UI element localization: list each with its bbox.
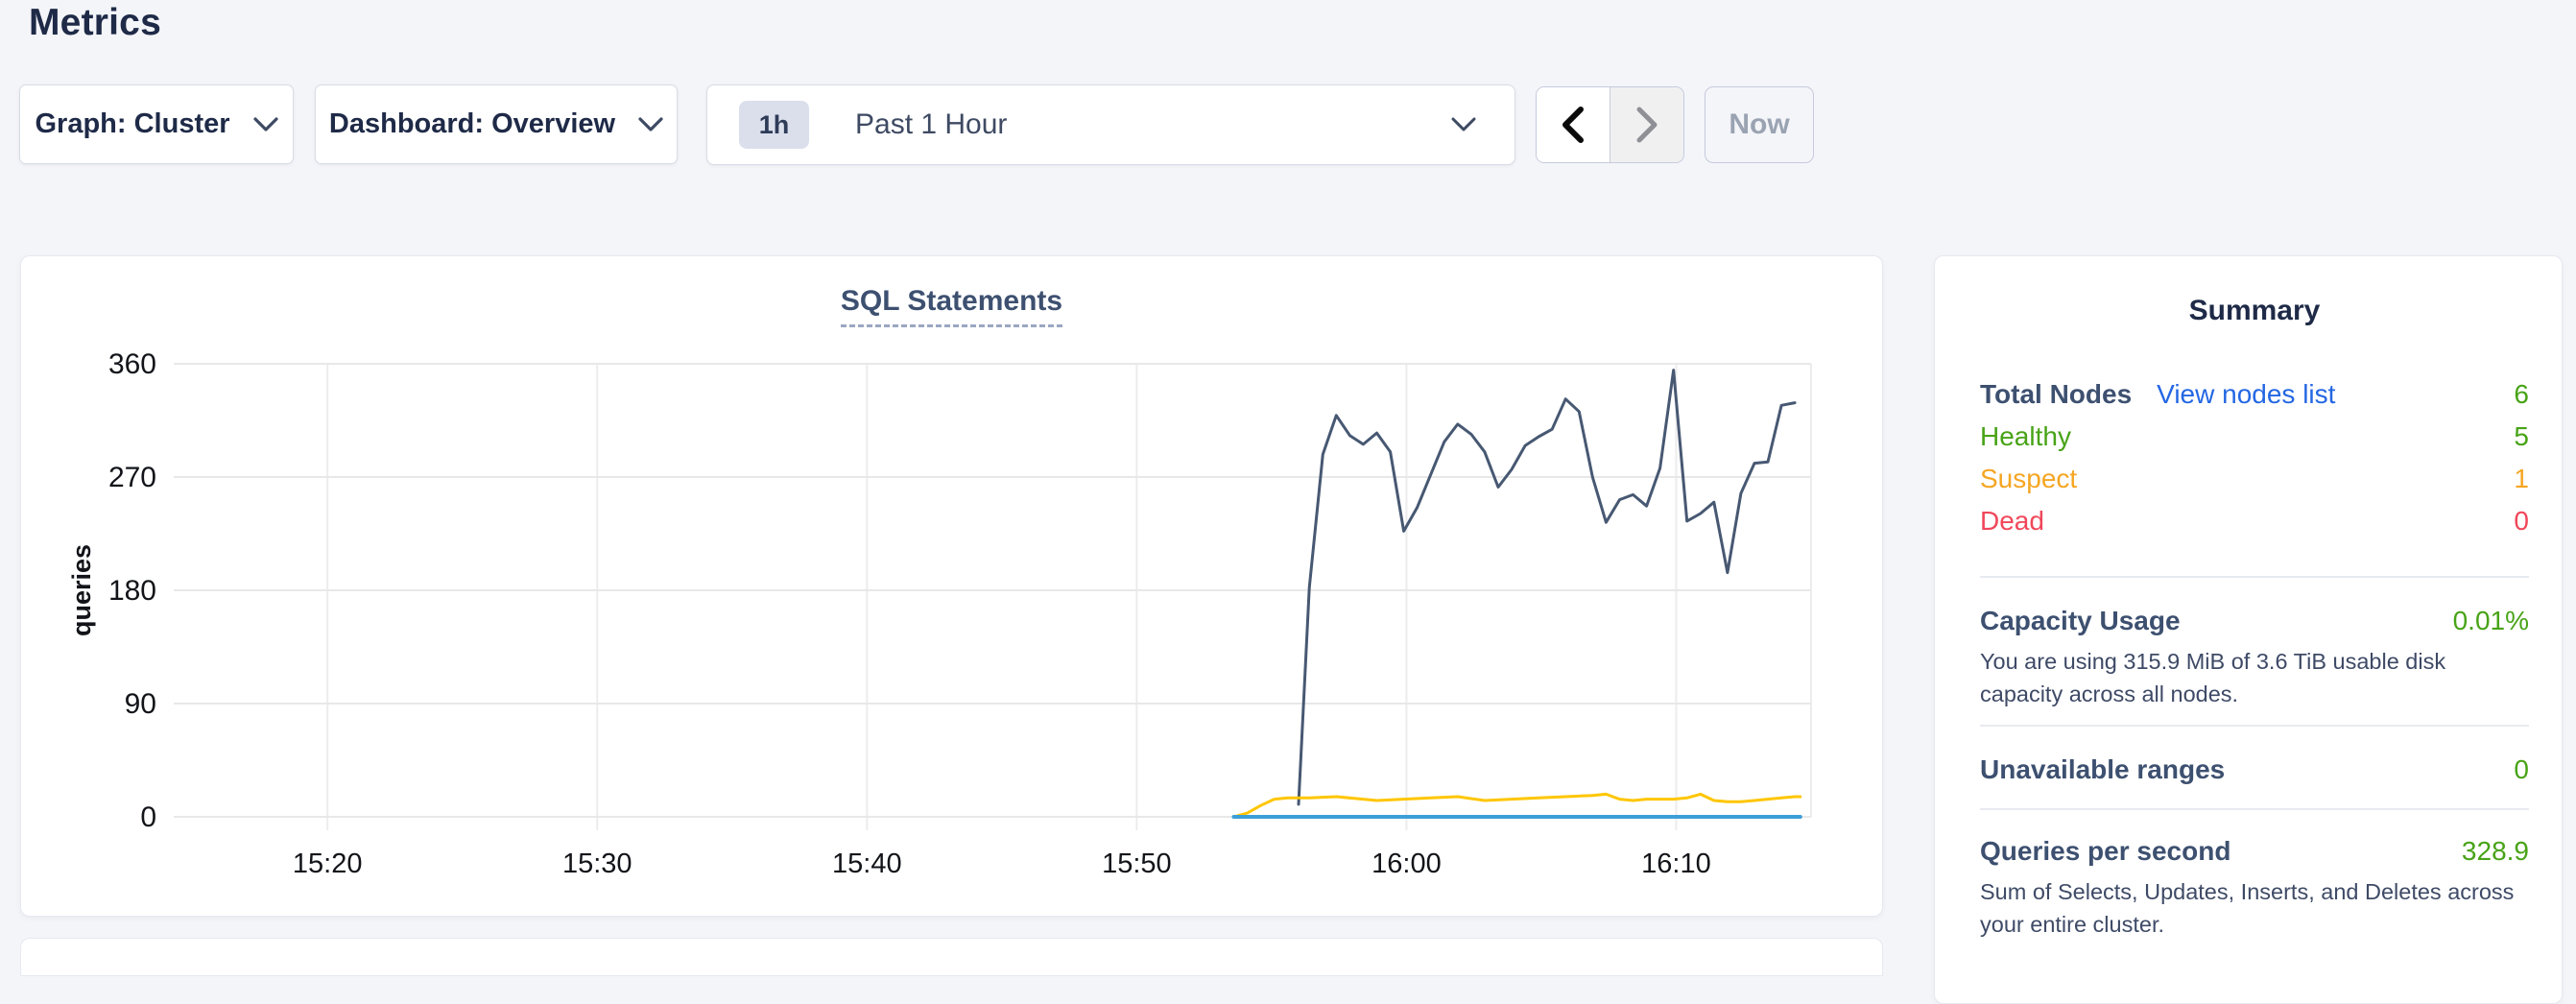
dashboard-dropdown-label: Dashboard: Overview <box>328 108 616 139</box>
dead-value: 0 <box>2514 506 2529 536</box>
chevron-right-icon <box>1636 107 1658 143</box>
view-nodes-list-link[interactable]: View nodes list <box>2157 379 2336 409</box>
svg-text:16:10: 16:10 <box>1641 849 1711 879</box>
chevron-down-icon <box>1451 117 1476 131</box>
time-range-picker[interactable]: 1h Past 1 Hour <box>706 84 1515 165</box>
node-status-rows: Total Nodes View nodes list 6 Healthy 5 … <box>1980 373 2529 542</box>
summary-panel: Summary Total Nodes View nodes list 6 He… <box>1934 255 2563 1004</box>
suspect-nodes-row: Suspect 1 <box>1980 458 2529 500</box>
time-pager <box>1536 86 1684 163</box>
svg-text:0: 0 <box>140 801 156 833</box>
time-back-button[interactable] <box>1537 87 1610 162</box>
time-shortcut-badge: 1h <box>739 101 809 149</box>
time-forward-button[interactable] <box>1610 87 1683 162</box>
suspect-value: 1 <box>2514 464 2529 493</box>
unavailable-ranges-label: Unavailable ranges <box>1980 754 2226 784</box>
capacity-usage-row: Capacity Usage 0.01% <box>1980 599 2529 643</box>
summary-title: Summary <box>2188 295 2321 326</box>
time-range-label: Past 1 Hour <box>855 108 1008 140</box>
chevron-left-icon <box>1562 107 1584 143</box>
graph-dropdown-label: Graph: Cluster <box>35 108 230 139</box>
dashboard-dropdown[interactable]: Dashboard: Overview <box>315 84 678 164</box>
next-chart-card <box>20 938 1883 976</box>
svg-text:15:40: 15:40 <box>832 849 902 879</box>
page-title: Metrics <box>29 2 161 43</box>
graph-dropdown[interactable]: Graph: Cluster <box>19 84 294 164</box>
svg-text:15:30: 15:30 <box>562 849 632 879</box>
svg-text:180: 180 <box>108 575 156 607</box>
healthy-label: Healthy <box>1980 421 2071 451</box>
suspect-label: Suspect <box>1980 464 2078 493</box>
svg-text:16:00: 16:00 <box>1371 849 1442 879</box>
chart-title-wrap: SQL Statements <box>21 285 1882 327</box>
svg-text:15:50: 15:50 <box>1102 849 1172 879</box>
chevron-down-icon <box>638 116 663 131</box>
sql-statements-chart[interactable]: 15:20 15:30 15:40 15:50 16:00 16:10 0 90 180 270 3… <box>21 256 1884 918</box>
dead-label: Dead <box>1980 506 2044 536</box>
dead-nodes-row: Dead 0 <box>1980 500 2529 542</box>
divider <box>1980 808 2529 810</box>
svg-text:15:20: 15:20 <box>293 849 363 879</box>
queries-per-second-row: Queries per second 328.9 <box>1980 829 2529 873</box>
divider <box>1980 725 2529 727</box>
healthy-nodes-row: Healthy 5 <box>1980 416 2529 458</box>
chevron-down-icon <box>252 116 278 131</box>
capacity-usage-description: You are using 315.9 MiB of 3.6 TiB usabl… <box>1980 649 2446 706</box>
chart-title[interactable]: SQL Statements <box>840 285 1063 327</box>
capacity-usage-label: Capacity Usage <box>1980 606 2181 635</box>
healthy-value: 5 <box>2514 421 2529 451</box>
svg-text:90: 90 <box>125 688 156 720</box>
unavailable-ranges-value: 0 <box>2514 754 2529 784</box>
svg-text:360: 360 <box>108 348 156 380</box>
metrics-page: Metrics Graph: Cluster Dashboard: Overvi… <box>19 2 2563 1004</box>
sql-statements-card: SQL Statements 15:20 15:30 15:40 15:50 16:00… <box>20 255 1883 917</box>
capacity-usage-value: 0.01% <box>2452 606 2529 635</box>
total-nodes-value: 6 <box>2514 379 2529 409</box>
svg-text:270: 270 <box>108 462 156 493</box>
unavailable-ranges-row: Unavailable ranges 0 <box>1980 748 2529 792</box>
now-button[interactable]: Now <box>1705 86 1814 163</box>
queries-per-second-label: Queries per second <box>1980 836 2231 866</box>
total-nodes-label: Total Nodes <box>1980 379 2133 409</box>
queries-per-second-value: 328.9 <box>2461 836 2529 866</box>
queries-per-second-description: Sum of Selects, Updates, Inserts, and De… <box>1980 879 2515 937</box>
total-nodes-row: Total Nodes View nodes list 6 <box>1980 373 2529 416</box>
divider <box>1980 576 2529 578</box>
svg-text:queries: queries <box>67 544 96 636</box>
